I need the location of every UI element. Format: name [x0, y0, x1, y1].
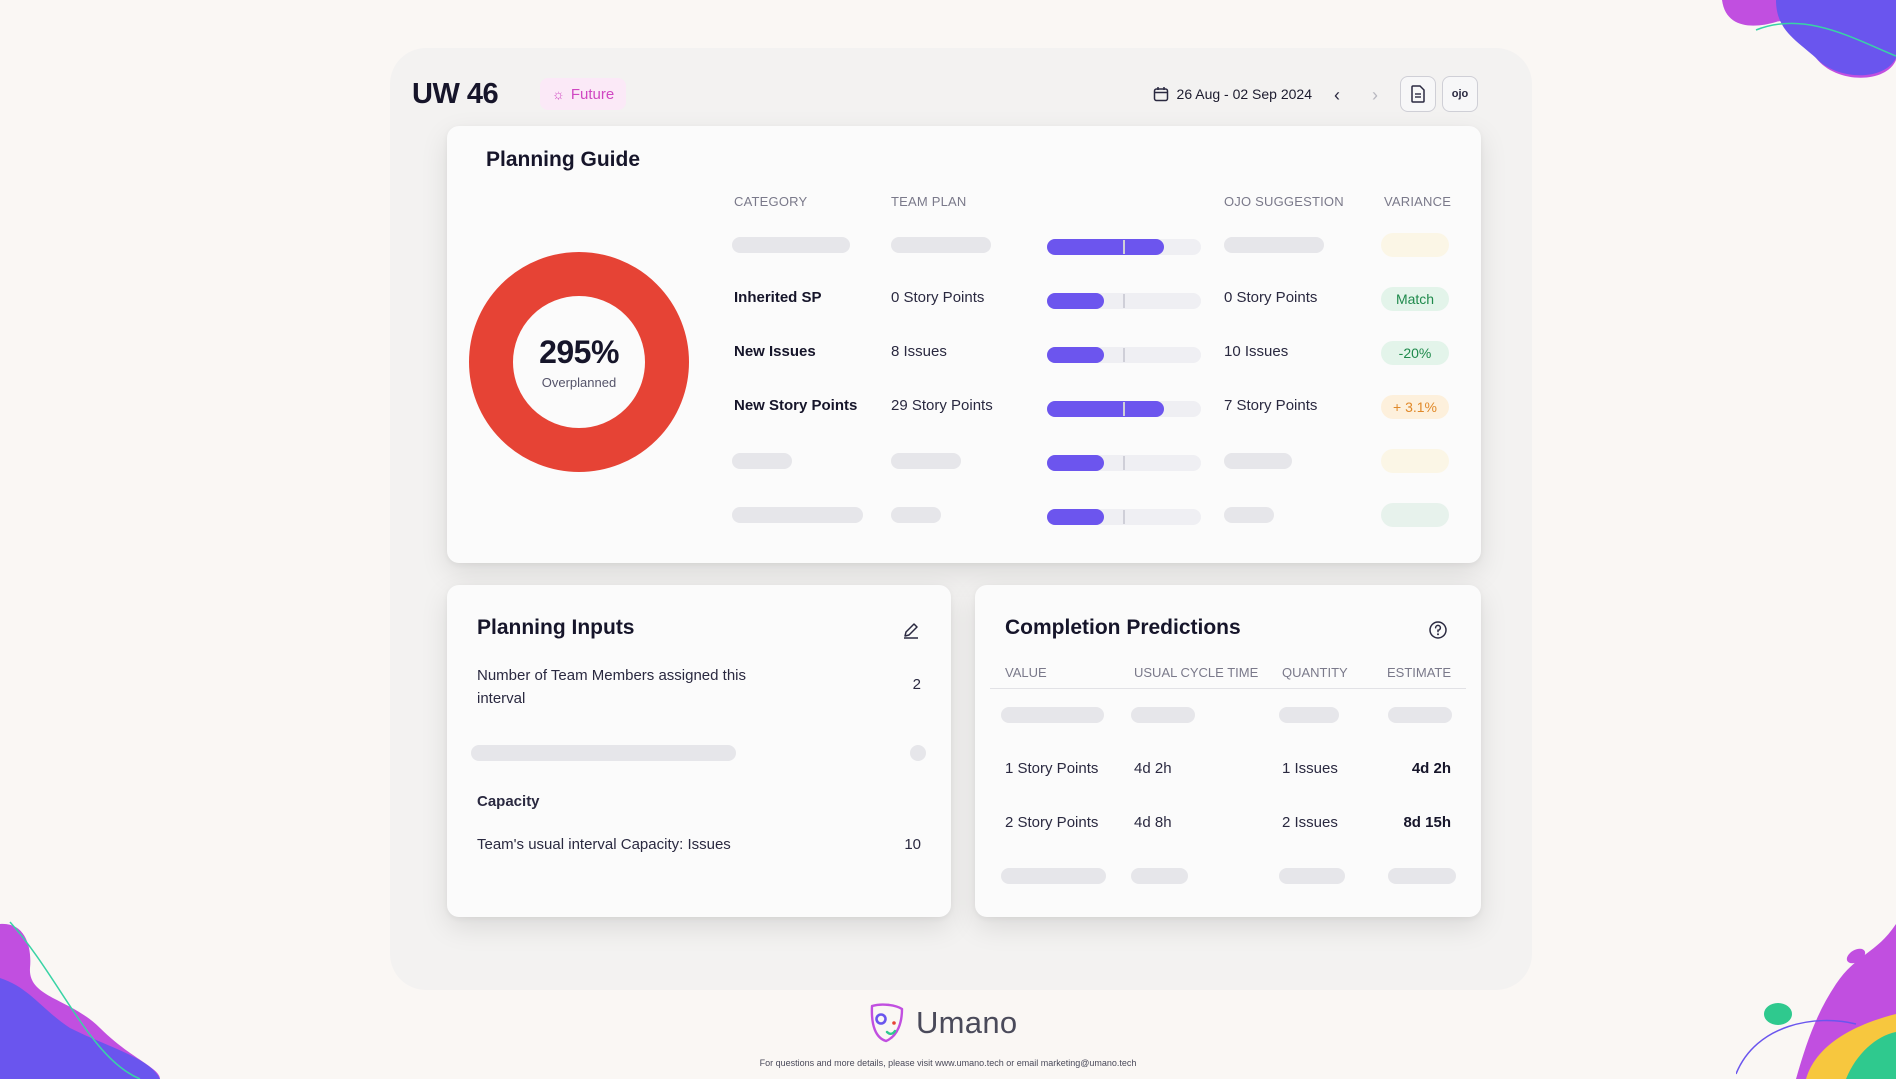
col-cycle-time: USUAL CYCLE TIME: [1134, 665, 1259, 680]
date-range-picker[interactable]: 26 Aug - 02 Sep 2024: [1153, 86, 1312, 102]
donut-status: Overplanned: [541, 375, 617, 390]
prediction-estimate: 8d 15h: [1403, 814, 1451, 831]
plan-bar-fill: [1047, 455, 1104, 471]
prediction-value: 1 Story Points: [1005, 760, 1099, 777]
row-team-plan: 0 Story Points: [891, 289, 985, 306]
status-badge: ☼ Future: [540, 78, 627, 110]
capacity-label: Team's usual interval Capacity: Issues: [477, 836, 731, 853]
chevron-right-icon[interactable]: ›: [1372, 84, 1378, 105]
table-row[interactable]: Inherited SP 0 Story Points 0 Story Poin…: [447, 284, 1481, 314]
row-category: New Story Points: [734, 397, 858, 414]
plan-bar-fill: [1047, 293, 1104, 309]
variance-badge: + 3.1%: [1381, 395, 1449, 419]
col-team-plan: TEAM PLAN: [891, 194, 967, 209]
decor-blob-bottom-right: [1736, 924, 1896, 1079]
table-row[interactable]: New Story Points 29 Story Points 7 Story…: [447, 392, 1481, 422]
page-title: UW 46: [412, 78, 499, 110]
table-row-placeholder: [447, 446, 1481, 476]
row-team-plan: 8 Issues: [891, 343, 947, 360]
donut-percentage: 295%: [539, 334, 619, 370]
decor-blob-top-right: [1722, 0, 1896, 78]
plan-bar-fill: [1047, 347, 1104, 363]
export-document-button[interactable]: [1400, 76, 1436, 112]
table-row-placeholder: [447, 500, 1481, 530]
row-category: Inherited SP: [734, 289, 822, 306]
ojo-button[interactable]: ojo: [1442, 76, 1478, 112]
umano-logo-icon: [870, 1003, 904, 1043]
col-category: CATEGORY: [734, 194, 808, 209]
col-estimate: ESTIMATE: [1387, 665, 1452, 680]
prediction-value: 2 Story Points: [1005, 814, 1099, 831]
team-members-label: Number of Team Members assigned this int…: [477, 667, 747, 707]
prediction-estimate: 4d 2h: [1411, 760, 1451, 777]
date-range-label: 26 Aug - 02 Sep 2024: [1176, 86, 1312, 102]
row-ojo-suggestion: 7 Story Points: [1224, 397, 1318, 414]
help-circle-icon[interactable]: [1428, 620, 1448, 640]
row-team-plan: 29 Story Points: [891, 397, 993, 414]
col-quantity: QUANTITY: [1282, 665, 1348, 680]
prediction-quantity: 2 Issues: [1282, 814, 1338, 831]
header-divider: [990, 688, 1466, 689]
col-value: VALUE: [1005, 665, 1047, 680]
plan-bar-fill: [1047, 509, 1104, 525]
variance-badge: -20%: [1381, 341, 1449, 365]
status-badge-label: Future: [570, 85, 615, 103]
table-row-placeholder: [447, 230, 1481, 260]
chevron-left-icon[interactable]: ‹: [1334, 84, 1340, 105]
dashboard-frame: UW 46 ☼ Future 26 Aug - 02 Sep 2024 ‹ › …: [390, 48, 1532, 990]
brand-name: Umano: [916, 1005, 1018, 1040]
row-category: New Issues: [734, 343, 816, 360]
planning-inputs-card: Planning Inputs Number of Team Members a…: [447, 585, 951, 917]
plan-bar-fill: [1047, 401, 1164, 417]
prediction-quantity: 1 Issues: [1282, 760, 1338, 777]
document-icon: [1411, 85, 1425, 103]
header-bar: UW 46 ☼ Future 26 Aug - 02 Sep 2024 ‹ › …: [412, 76, 1478, 116]
row-ojo-suggestion: 0 Story Points: [1224, 289, 1318, 306]
planning-inputs-title: Planning Inputs: [477, 616, 635, 639]
table-row[interactable]: New Issues 8 Issues 10 Issues -20%: [447, 338, 1481, 368]
planning-guide-card: Planning Guide 295% Overplanned CATEGORY…: [447, 126, 1481, 563]
variance-badge: Match: [1381, 287, 1449, 311]
calendar-icon: [1153, 87, 1168, 102]
prediction-cycle-time: 4d 8h: [1134, 814, 1172, 831]
capacity-donut: 295% Overplanned: [469, 252, 689, 472]
decor-blob-bottom-left: [0, 921, 160, 1079]
sun-icon: ☼: [552, 86, 565, 102]
completion-predictions-title: Completion Predictions: [1005, 616, 1241, 639]
row-ojo-suggestion: 10 Issues: [1224, 343, 1289, 360]
col-ojo-suggestion: OJO SUGGESTION: [1224, 194, 1344, 209]
capacity-value[interactable]: 10: [904, 836, 921, 853]
capacity-heading: Capacity: [477, 793, 540, 810]
plan-bar-fill: [1047, 239, 1164, 255]
footer-note: For questions and more details, please v…: [759, 1058, 1137, 1068]
pencil-icon[interactable]: [901, 620, 921, 640]
col-variance: VARIANCE: [1384, 194, 1452, 209]
completion-predictions-card: Completion Predictions VALUE USUAL CYCLE…: [975, 585, 1481, 917]
team-members-value[interactable]: 2: [912, 676, 921, 693]
donut-ring: [469, 252, 689, 472]
prediction-cycle-time: 4d 2h: [1134, 760, 1172, 777]
brand-logo: Umano: [868, 1002, 1017, 1044]
planning-guide-title: Planning Guide: [486, 148, 641, 171]
